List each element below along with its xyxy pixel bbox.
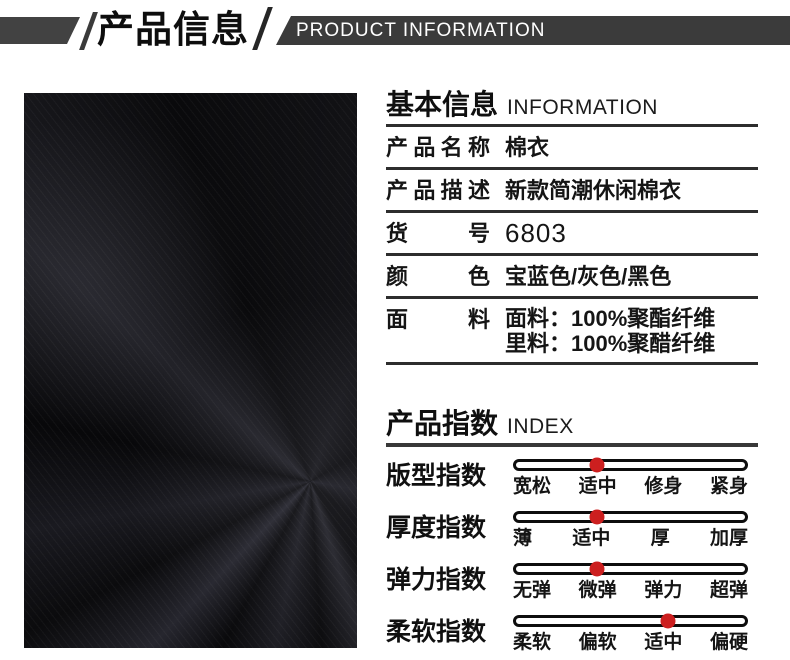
header-slash-right [252, 7, 273, 50]
header-banner: PRODUCT INFORMATION [276, 16, 790, 45]
basic-info-title-cn: 基本信息 [386, 89, 499, 120]
info-label: 面料 [386, 307, 490, 332]
slider-dot-icon [589, 509, 605, 525]
product-photo [24, 93, 357, 648]
index-header: 产品指数 INDEX [386, 407, 758, 447]
index-row-softness: 柔软指数 柔软 偏软 适中 偏硬 [386, 612, 758, 655]
index-row-label: 柔软指数 [386, 618, 487, 646]
index-row-label: 弹力指数 [386, 566, 487, 594]
header-left-bar [0, 17, 80, 44]
slider-option: 加厚 [709, 528, 748, 549]
index-slider: 宽松 适中 修身 紧身 [513, 456, 748, 499]
basic-info-title-en: INFORMATION [507, 96, 658, 119]
index-row-fit: 版型指数 宽松 适中 修身 紧身 [386, 456, 758, 499]
fabric-lining-line: 里料：100%聚醋纤维 [505, 331, 716, 356]
slider-option: 厚 [650, 528, 670, 549]
info-label: 货号 [386, 221, 490, 246]
info-value: 6803 [505, 218, 567, 248]
info-value: 新款简潮休闲棉衣 [505, 178, 682, 203]
info-value: 面料：100%聚酯纤维 里料：100%聚醋纤维 [505, 306, 715, 356]
slider-option: 弹力 [644, 580, 683, 601]
info-value: 宝蓝色/灰色/黑色 [505, 264, 672, 289]
slider-option: 无弹 [513, 580, 552, 601]
slider-options: 柔软 偏软 适中 偏硬 [513, 631, 748, 655]
info-label: 产品名称 [386, 135, 490, 160]
slider-option: 偏硬 [709, 632, 748, 653]
slider-option: 修身 [644, 476, 683, 497]
slider-track [513, 613, 748, 629]
fabric-shell-line: 面料：100%聚酯纤维 [505, 306, 716, 331]
slider-options: 薄 适中 厚 加厚 [513, 527, 748, 551]
slider-option: 超弹 [709, 580, 748, 601]
slider-options: 宽松 适中 修身 紧身 [513, 475, 748, 499]
index-slider: 柔软 偏软 适中 偏硬 [513, 612, 748, 655]
slider-option: 适中 [572, 528, 611, 549]
basic-info-header: 基本信息 INFORMATION [386, 88, 758, 127]
slider-option: 微弹 [578, 580, 617, 601]
slider-dot-icon [589, 457, 605, 473]
info-row-product-desc: 产品描述 新款简潮休闲棉衣 [386, 170, 758, 213]
slider-option: 适中 [644, 632, 683, 653]
slider-option: 薄 [513, 528, 533, 549]
slider-track [513, 457, 748, 473]
slider-option: 紧身 [709, 476, 748, 497]
index-title-cn: 产品指数 [386, 408, 499, 439]
slider-options: 无弹 微弹 弹力 超弹 [513, 579, 748, 603]
info-value: 棉衣 [505, 135, 550, 160]
index-row-label: 版型指数 [386, 462, 487, 490]
slider-track [513, 561, 748, 577]
index-section: 产品指数 INDEX 版型指数 宽松 适中 修身 紧身 [386, 407, 758, 655]
index-title-en: INDEX [507, 415, 574, 438]
info-row-color: 颜色 宝蓝色/灰色/黑色 [386, 256, 758, 299]
index-slider: 薄 适中 厚 加厚 [513, 508, 748, 551]
header-slash-left [79, 12, 98, 50]
slider-dot-icon [589, 561, 605, 577]
index-slider: 无弹 微弹 弹力 超弹 [513, 560, 748, 603]
slider-option: 偏软 [578, 632, 617, 653]
slider-dot-icon [660, 613, 676, 629]
index-row-elasticity: 弹力指数 无弹 微弹 弹力 超弹 [386, 560, 758, 603]
slider-option: 宽松 [513, 476, 552, 497]
info-row-fabric: 面料 面料：100%聚酯纤维 里料：100%聚醋纤维 [386, 299, 758, 365]
info-panel: 基本信息 INFORMATION 产品名称 棉衣 产品描述 新款简潮休闲棉衣 货… [386, 88, 758, 655]
page-title: 产品信息 [97, 9, 249, 50]
info-row-item-number: 货号 6803 [386, 213, 758, 256]
slider-option: 柔软 [513, 632, 552, 653]
slider-option: 适中 [578, 476, 617, 497]
info-label: 颜色 [386, 264, 490, 289]
index-row-thickness: 厚度指数 薄 适中 厚 加厚 [386, 508, 758, 551]
slider-track [513, 509, 748, 525]
index-row-label: 厚度指数 [386, 514, 487, 542]
info-label: 产品描述 [386, 178, 490, 203]
info-row-product-name: 产品名称 棉衣 [386, 127, 758, 170]
